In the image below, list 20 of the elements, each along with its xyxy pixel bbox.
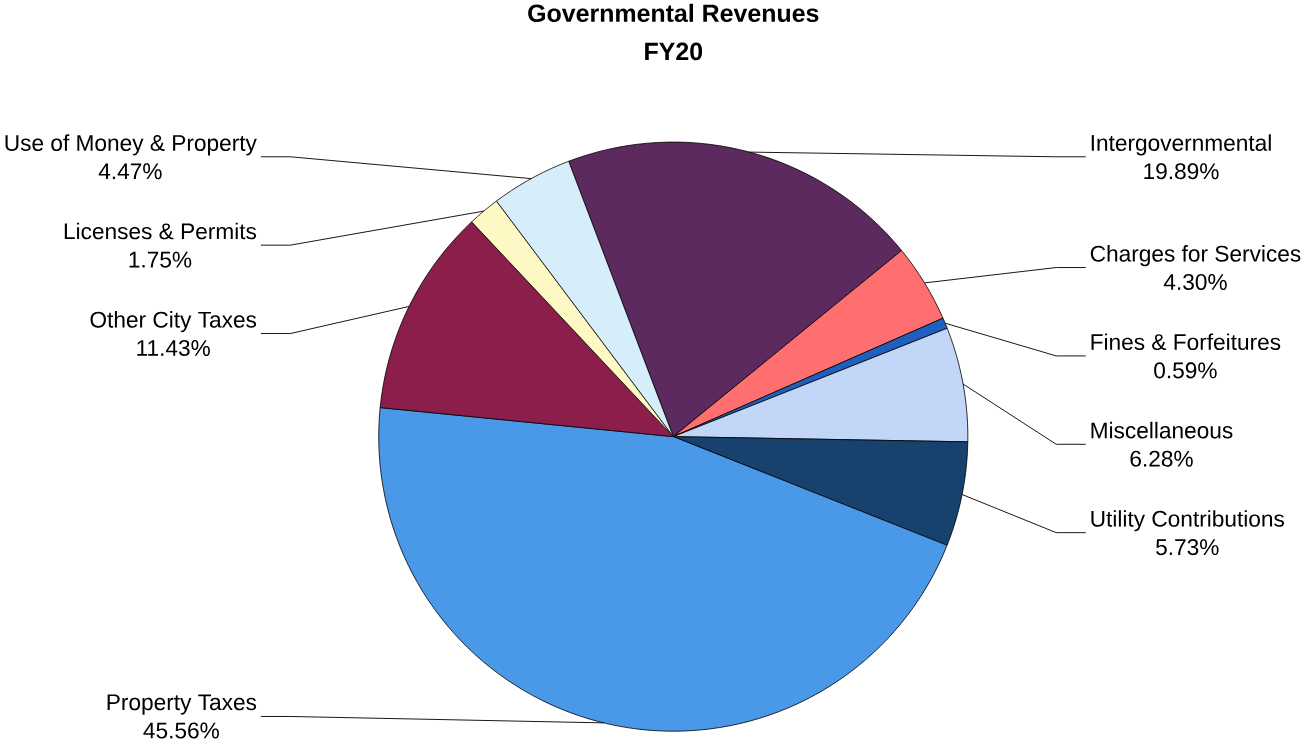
slice-label: Fines & Forfeitures — [1091, 333, 1281, 350]
data-label: 45.56% — [143, 722, 219, 739]
chart-subtitle: FY20 — [645, 42, 703, 61]
data-label: 11.43% — [137, 339, 210, 356]
slice-label: Miscellaneous — [1091, 421, 1233, 439]
slice-label: Charges for Services — [1090, 244, 1301, 267]
data-label: 6.28% — [1130, 450, 1193, 467]
slice-label: Other City Taxes — [90, 310, 257, 333]
slice-label: Utility Contributions — [1091, 510, 1284, 532]
slice-label: Property Taxes — [107, 694, 257, 715]
slice-label: Licenses & Permits — [64, 222, 257, 240]
data-label: 1.75% — [129, 251, 192, 268]
data-label: 4.47% — [98, 163, 162, 180]
data-label: 4.30% — [1163, 273, 1227, 290]
slice-label: Intergovernmental — [1091, 134, 1271, 156]
data-label: 0.59% — [1154, 362, 1217, 379]
chart-title: Governmental Revenues — [528, 3, 819, 22]
slice-label: Use of Money & Property — [5, 134, 257, 156]
data-label: 5.73% — [1156, 538, 1219, 555]
data-label: 19.89% — [1144, 163, 1219, 180]
